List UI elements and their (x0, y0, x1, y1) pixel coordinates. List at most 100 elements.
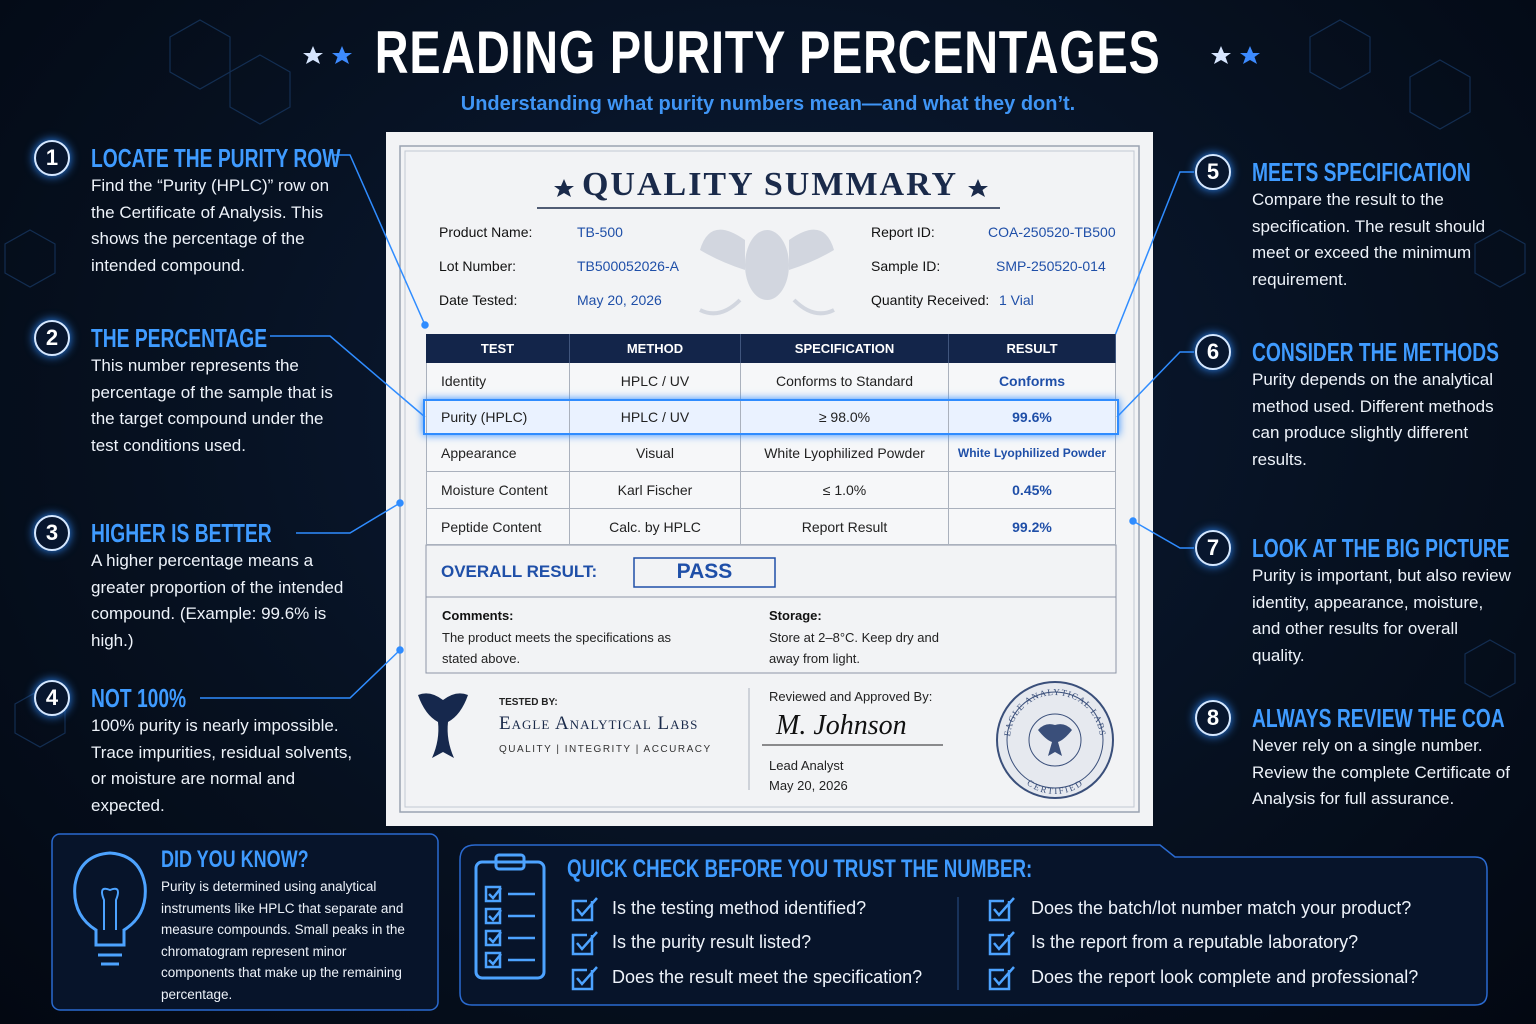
field-label: Quantity Received: (871, 292, 990, 308)
table-cell: 99.2% (949, 509, 1116, 545)
table-cell: Calc. by HPLC (570, 509, 741, 545)
reviewed-label: Reviewed and Approved By: (769, 689, 933, 704)
check-item: Does the result meet the specification? (612, 967, 923, 987)
quick-check-title: QUICK CHECK BEFORE YOU TRUST THE NUMBER: (567, 855, 1033, 883)
storage-label: Storage: (769, 608, 822, 623)
step-title-wrap: LOOK AT THE BIG PICTURE (1252, 533, 1536, 564)
table-cell: ≤ 1.0% (741, 472, 949, 509)
table-cell: White Lyophilized Powder (949, 435, 1116, 472)
check-item: Is the purity result listed? (612, 932, 812, 952)
table-cell: Conforms (949, 363, 1116, 400)
tested-by: TESTED BY: (499, 697, 558, 708)
table-cell: Report Result (741, 509, 949, 545)
step-number: 1 (34, 140, 70, 176)
field-value: SMP-250520-014 (996, 258, 1106, 274)
dyk-text: Purity is determined using analytical in… (161, 879, 405, 1002)
comments-label: Comments: (442, 608, 514, 623)
certificate-title: QUALITY SUMMARY (581, 166, 959, 203)
table-header: TEST (426, 334, 570, 363)
title-wrap: READING PURITY PERCENTAGES (0, 18, 1536, 87)
table-cell: HPLC / UV (570, 363, 741, 400)
step-text: Never rely on a single number. Review th… (1252, 736, 1510, 808)
table-cell: HPLC / UV (570, 400, 741, 435)
check-item: Does the report look complete and profes… (1031, 967, 1419, 987)
check-item: Does the batch/lot number match your pro… (1031, 898, 1412, 918)
signer-date: May 20, 2026 (769, 778, 848, 793)
quick-check-title-wrap: QUICK CHECK BEFORE YOU TRUST THE NUMBER: (567, 855, 1187, 884)
field-value: TB-500 (577, 224, 623, 240)
table-cell: ≥ 98.0% (741, 400, 949, 435)
step-title-wrap: MEETS SPECIFICATION (1252, 157, 1536, 188)
step-number: 3 (34, 515, 70, 551)
overall-value: PASS (676, 560, 733, 583)
field-value: May 20, 2026 (577, 292, 662, 308)
table-cell: White Lyophilized Powder (741, 435, 949, 472)
overall-label: OVERALL RESULT: (441, 562, 598, 581)
subtitle: Understanding what purity numbers mean—a… (460, 93, 1076, 115)
table-cell: Moisture Content (426, 472, 570, 509)
field-label: Report ID: (871, 224, 935, 240)
table-cell: 99.6% (949, 400, 1116, 435)
lab-tagline: QUALITY | INTEGRITY | ACCURACY (499, 744, 712, 755)
table-header: RESULT (949, 334, 1116, 363)
step-text: This number represents the percentage of… (91, 356, 333, 455)
step-text: A higher percentage means a greater prop… (91, 551, 344, 650)
step-number: 5 (1195, 154, 1231, 190)
storage-text: Store at 2–8°C. Keep dry and away from l… (769, 630, 939, 666)
check-icon (988, 897, 1015, 922)
purity-highlight (423, 399, 1119, 435)
table-cell: Peptide Content (426, 509, 570, 545)
table-cell: 0.45% (949, 472, 1116, 509)
step-number: 8 (1195, 700, 1231, 736)
field-label: Date Tested: (439, 292, 518, 308)
dyk-title-wrap: DID YOU KNOW? (161, 846, 358, 874)
table-cell: Conforms to Standard (741, 363, 949, 400)
step-title-wrap: NOT 100% (91, 683, 220, 714)
step-title-wrap: CONSIDER THE METHODS (1252, 337, 1536, 368)
step-title: CONSIDER THE METHODS (1252, 337, 1499, 367)
step-number: 2 (34, 320, 70, 356)
dyk-title: DID YOU KNOW? (161, 846, 309, 873)
step-title: LOCATE THE PURITY ROW (91, 143, 341, 173)
step-text: Compare the result to the specification.… (1252, 190, 1486, 289)
check-item: Is the testing method identified? (612, 898, 867, 918)
field-value: COA-250520-TB500 (988, 224, 1116, 240)
check-icon (988, 966, 1015, 991)
table-cell: Identity (426, 363, 570, 400)
step-title: HIGHER IS BETTER (91, 518, 272, 548)
step-number: 7 (1195, 530, 1231, 566)
step-text: 100% purity is nearly impossible. Trace … (91, 716, 353, 815)
check-icon (571, 966, 598, 991)
lab-name: Eagle Analytical Labs (499, 713, 699, 734)
step-title: NOT 100% (91, 683, 187, 713)
field-label: Sample ID: (871, 258, 941, 274)
step-title-wrap: THE PERCENTAGE (91, 323, 329, 354)
step-title: ALWAYS REVIEW THE COA (1252, 703, 1505, 733)
step-title: MEETS SPECIFICATION (1252, 157, 1471, 187)
step-title-wrap: ALWAYS REVIEW THE COA (1252, 703, 1536, 734)
field-label: Lot Number: (439, 258, 517, 274)
table-cell: Appearance (426, 435, 570, 472)
step-title: LOOK AT THE BIG PICTURE (1252, 533, 1510, 563)
title: READING PURITY PERCENTAGES (375, 19, 1161, 86)
check-item: Is the report from a reputable laborator… (1031, 932, 1359, 952)
check-icon (571, 897, 598, 922)
check-icon (988, 931, 1015, 956)
table-cell: Karl Fischer (570, 472, 741, 509)
field-label: Product Name: (439, 224, 533, 240)
signature: M. Johnson (776, 710, 907, 741)
step-text: Purity is important, but also review ide… (1252, 566, 1511, 665)
step-title-wrap: HIGHER IS BETTER (91, 518, 335, 549)
table-header: SPECIFICATION (741, 334, 949, 363)
step-number: 6 (1195, 334, 1231, 370)
table-cell: Visual (570, 435, 741, 472)
comments-text: The product meets the specifications as … (442, 630, 672, 666)
table-header: METHOD (570, 334, 741, 363)
step-title: THE PERCENTAGE (91, 323, 268, 353)
step-title-wrap: LOCATE THE PURITY ROW (91, 143, 428, 174)
field-value: 1 Vial (999, 292, 1034, 308)
step-text: Purity depends on the analytical method … (1252, 370, 1494, 469)
step-text: Find the “Purity (HPLC)” row on the Cert… (91, 176, 330, 275)
check-icon (571, 931, 598, 956)
